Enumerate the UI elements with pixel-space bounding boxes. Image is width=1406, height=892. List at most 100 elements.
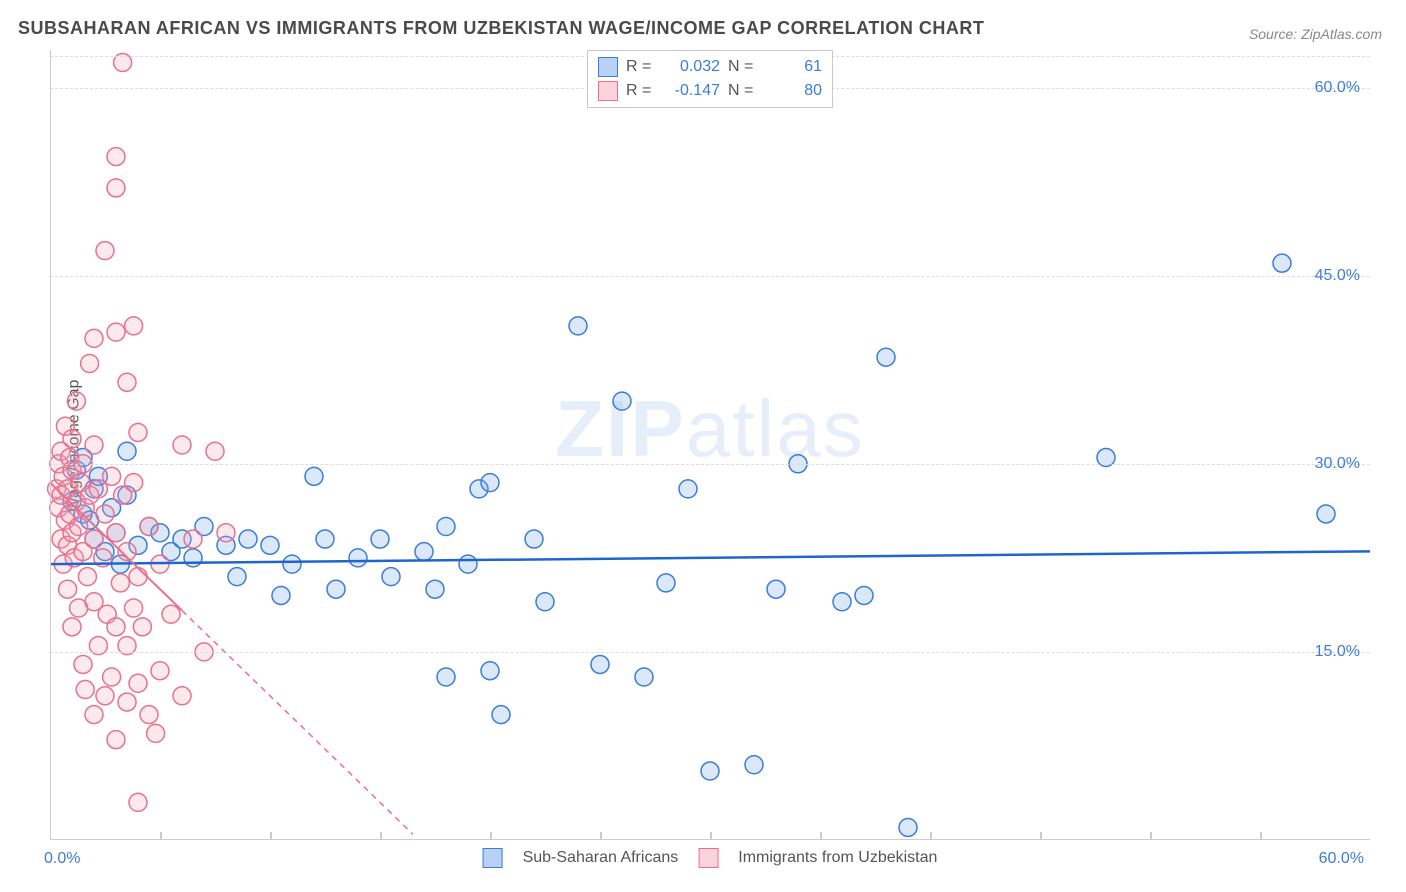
scatter-point [536,593,554,611]
scatter-point [147,724,165,742]
gridline [50,276,1370,277]
scatter-point [85,706,103,724]
correlation-legend: R = 0.032 N = 61 R = -0.147 N = 80 [587,50,833,108]
scatter-point [349,549,367,567]
plot-area: ZIPatlas R = 0.032 N = 61 R = -0.147 N =… [50,50,1370,840]
scatter-point [525,530,543,548]
scatter-point [833,593,851,611]
scatter-point [81,354,99,372]
scatter-point [96,505,114,523]
scatter-point [111,574,129,592]
x-tick [1260,832,1262,840]
scatter-point [63,618,81,636]
scatter-point [63,430,81,448]
scatter-point [635,668,653,686]
scatter-point [96,242,114,260]
scatter-point [173,436,191,454]
scatter-point [162,605,180,623]
scatter-point [371,530,389,548]
scatter-point [591,655,609,673]
scatter-point [569,317,587,335]
scatter-point [613,392,631,410]
scatter-point [217,524,235,542]
x-tick [820,832,822,840]
y-tick-label: 30.0% [1315,455,1360,473]
scatter-point [107,618,125,636]
x-tick [490,832,492,840]
scatter-point [327,580,345,598]
chart-title: SUBSAHARAN AFRICAN VS IMMIGRANTS FROM UZ… [18,18,984,39]
trend-line [50,551,1370,564]
x-tick [380,832,382,840]
scatter-point [67,392,85,410]
scatter-point [228,568,246,586]
trend-line-extrapolated [182,611,413,835]
scatter-point [107,179,125,197]
scatter-point [679,480,697,498]
swatch-icon [598,57,618,77]
scatter-point [140,518,158,536]
x-tick [1150,832,1152,840]
scatter-point [129,793,147,811]
scatter-point [129,674,147,692]
scatter-point [261,536,279,554]
legend-row-series-a: R = 0.032 N = 61 [598,55,822,79]
x-tick [600,832,602,840]
x-tick [270,832,272,840]
scatter-point [316,530,334,548]
scatter-point [125,474,143,492]
chart-container: SUBSAHARAN AFRICAN VS IMMIGRANTS FROM UZ… [0,0,1406,892]
x-tick [710,832,712,840]
scatter-point [382,568,400,586]
scatter-point [1273,254,1291,272]
scatter-point [855,586,873,604]
legend-label: Sub-Saharan Africans [523,849,679,867]
scatter-point [173,687,191,705]
scatter-point [107,323,125,341]
x-tick [1040,832,1042,840]
legend-row-series-b: R = -0.147 N = 80 [598,79,822,103]
scatter-point [125,317,143,335]
y-tick-label: 45.0% [1315,267,1360,285]
scatter-point [85,436,103,454]
scatter-svg [50,50,1370,840]
scatter-point [70,518,88,536]
scatter-point [103,668,121,686]
swatch-icon [483,848,503,868]
scatter-point [481,662,499,680]
scatter-point [745,756,763,774]
x-tick [160,832,162,840]
scatter-point [239,530,257,548]
scatter-point [76,681,94,699]
series-legend: Sub-Saharan Africans Immigrants from Uzb… [483,848,938,868]
scatter-point [459,555,477,573]
scatter-point [78,568,96,586]
scatter-point [437,518,455,536]
scatter-point [657,574,675,592]
scatter-point [133,618,151,636]
scatter-point [129,568,147,586]
legend-label: Immigrants from Uzbekistan [738,849,937,867]
gridline [50,464,1370,465]
scatter-point [415,543,433,561]
scatter-point [481,474,499,492]
scatter-point [85,329,103,347]
scatter-point [184,549,202,567]
x-tick-label: 0.0% [44,850,80,868]
scatter-point [96,687,114,705]
scatter-point [118,373,136,391]
y-axis [50,50,51,840]
scatter-point [305,467,323,485]
swatch-icon [698,848,718,868]
scatter-point [107,731,125,749]
scatter-point [125,599,143,617]
scatter-point [140,706,158,724]
scatter-point [151,662,169,680]
scatter-point [129,423,147,441]
scatter-point [701,762,719,780]
scatter-point [103,467,121,485]
scatter-point [899,818,917,836]
scatter-point [206,442,224,460]
scatter-point [272,586,290,604]
gridline [50,652,1370,653]
